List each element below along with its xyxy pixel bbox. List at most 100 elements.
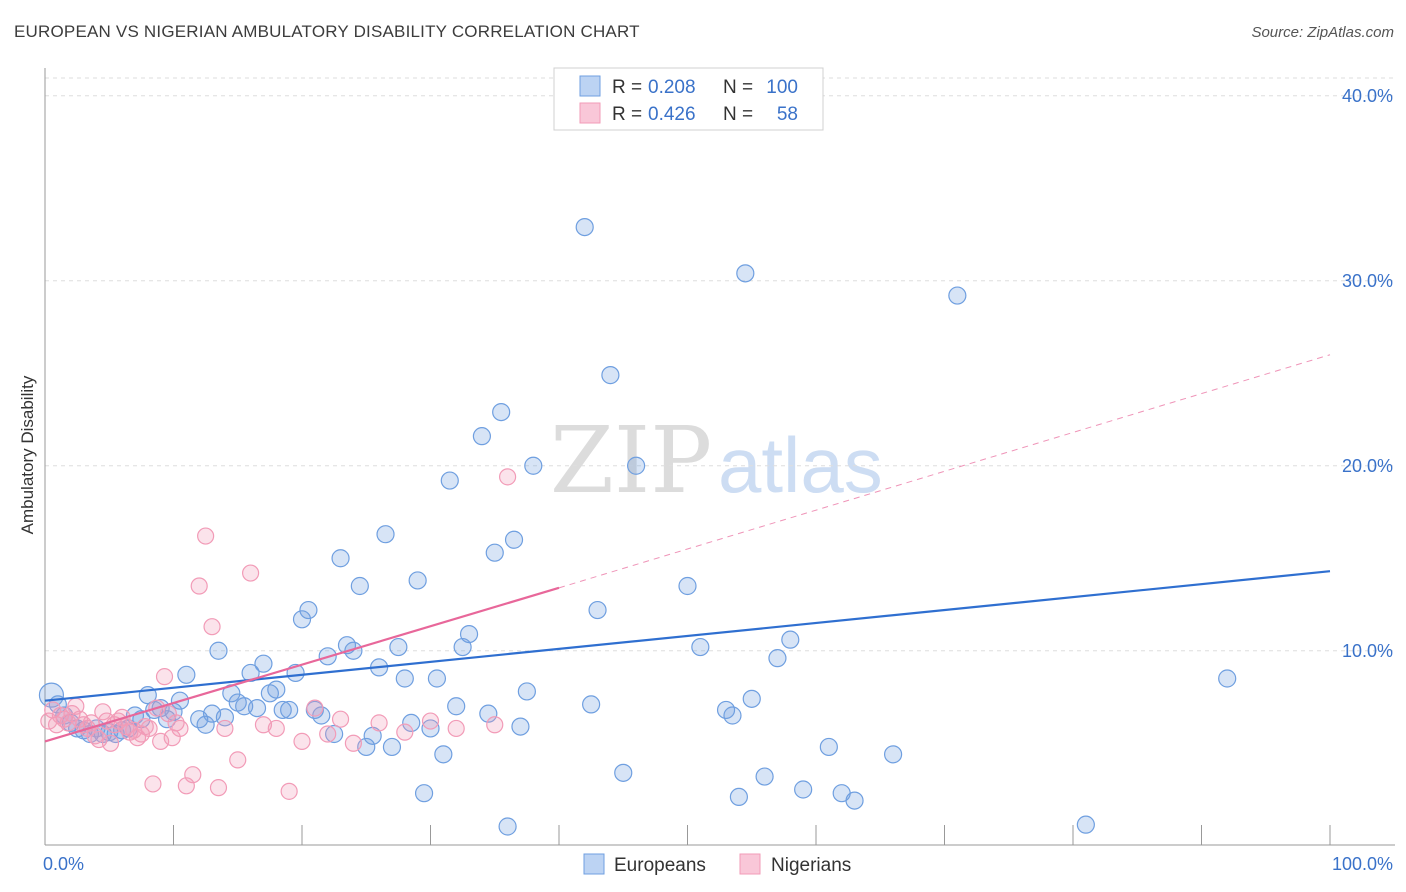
chart-title: EUROPEAN VS NIGERIAN AMBULATORY DISABILI… — [14, 22, 640, 41]
source-credit: Source: ZipAtlas.com — [1251, 24, 1394, 41]
point-europeans-55 — [402, 713, 421, 733]
y-tick-label-30: 30.0% — [1342, 271, 1393, 291]
point-europeans-72 — [517, 682, 536, 701]
x-tick-label-max: 100.0% — [1332, 854, 1393, 874]
point-nigerians-42 — [229, 751, 247, 769]
point-europeans-97 — [1218, 669, 1237, 688]
point-europeans-86 — [742, 689, 761, 708]
legend-swatch-europeans — [579, 75, 601, 97]
nigerians-points — [40, 468, 517, 800]
point-europeans-88 — [768, 649, 787, 668]
point-europeans-51 — [376, 525, 395, 544]
legend-stats: R = 0.208 N = 100 R = 0.426 N = 58 — [553, 67, 824, 131]
point-europeans-43 — [325, 724, 344, 744]
point-europeans-87 — [755, 767, 774, 786]
point-europeans-91 — [819, 737, 838, 757]
legend-r-value-nigerians: 0.426 — [648, 104, 696, 125]
point-nigerians-43 — [242, 564, 260, 582]
point-europeans-56 — [408, 571, 427, 590]
trend-lines — [44, 354, 1331, 743]
point-europeans-65 — [472, 427, 491, 446]
point-nigerians-47 — [293, 732, 311, 751]
y-tick-labels: 10.0% 20.0% 30.0% 40.0% — [1342, 86, 1393, 661]
axes — [44, 68, 1395, 846]
point-nigerians-49 — [319, 725, 337, 743]
point-europeans-83 — [723, 706, 742, 725]
point-europeans-90 — [794, 780, 813, 799]
europeans-points — [38, 218, 1237, 836]
point-nigerians-16 — [101, 734, 120, 752]
gridlines — [45, 77, 1395, 652]
point-europeans-52 — [382, 737, 402, 757]
legend-n-label-nigerians: N = — [723, 104, 753, 125]
point-nigerians-30 — [155, 668, 174, 686]
point-europeans-67 — [485, 543, 504, 562]
legend-n-value-europeans: 100 — [766, 77, 798, 98]
legend-n-label-europeans: N = — [723, 77, 753, 98]
point-nigerians-44 — [254, 716, 273, 734]
point-europeans-76 — [588, 600, 607, 620]
point-europeans-73 — [524, 456, 543, 475]
point-nigerians-57 — [499, 468, 517, 486]
point-europeans-70 — [504, 530, 524, 549]
point-nigerians-27 — [144, 775, 162, 793]
point-europeans-71 — [511, 717, 530, 736]
point-europeans-38 — [292, 610, 312, 629]
bottom-legend-swatch-nigerians — [739, 853, 761, 875]
point-europeans-78 — [614, 763, 633, 782]
watermark: ZIP atlas — [550, 407, 883, 514]
point-europeans-62 — [447, 697, 466, 716]
point-europeans-36 — [280, 700, 299, 720]
point-nigerians-51 — [344, 734, 362, 752]
point-europeans-31 — [247, 698, 267, 718]
point-nigerians-53 — [396, 723, 414, 741]
point-nigerians-26 — [140, 719, 158, 738]
point-europeans-25 — [209, 641, 228, 660]
point-europeans-34 — [267, 680, 286, 699]
point-nigerians-45 — [267, 719, 285, 738]
x-tick-label-min: 0.0% — [43, 854, 84, 874]
point-europeans-81 — [691, 637, 710, 657]
point-nigerians-14 — [94, 703, 112, 721]
y-tick-label-10: 10.0% — [1342, 641, 1393, 661]
point-europeans-75 — [582, 695, 601, 714]
point-europeans-74 — [575, 218, 594, 237]
point-europeans-94 — [883, 745, 903, 764]
legend-r-value-europeans: 0.208 — [648, 77, 696, 98]
point-nigerians-48 — [306, 699, 324, 717]
point-europeans-77 — [601, 366, 620, 385]
trend-line-europeans — [44, 570, 1331, 702]
legend-series: Europeans Nigerians — [583, 853, 851, 876]
point-nigerians-46 — [280, 782, 298, 800]
point-nigerians-36 — [184, 766, 202, 784]
x-ticks — [173, 825, 1331, 845]
point-nigerians-34 — [171, 719, 189, 738]
point-nigerians-50 — [331, 710, 350, 728]
point-europeans-57 — [414, 784, 434, 803]
point-europeans-47 — [350, 576, 369, 596]
point-europeans-64 — [459, 624, 479, 644]
point-europeans-61 — [440, 471, 459, 490]
legend-n-value-nigerians: 58 — [777, 104, 798, 125]
point-europeans-21 — [177, 665, 196, 684]
y-tick-label-20: 20.0% — [1342, 456, 1393, 476]
watermark-zip: ZIP — [550, 407, 712, 514]
point-europeans-48 — [357, 737, 376, 757]
point-nigerians-54 — [421, 712, 440, 730]
point-nigerians-41 — [216, 719, 234, 738]
point-europeans-16 — [145, 700, 164, 720]
point-europeans-80 — [678, 576, 697, 596]
point-europeans-95 — [948, 286, 967, 305]
point-nigerians-52 — [370, 714, 388, 732]
point-europeans-93 — [845, 791, 864, 810]
point-europeans-18 — [157, 710, 177, 729]
legend-r-label-europeans: R = — [612, 77, 642, 98]
point-europeans-96 — [1076, 815, 1095, 834]
point-europeans-68 — [492, 403, 511, 422]
point-europeans-79 — [626, 456, 646, 475]
point-nigerians-38 — [197, 527, 215, 545]
point-europeans-60 — [434, 745, 453, 764]
point-nigerians-56 — [486, 716, 504, 734]
trend-line-nigerians-extension — [558, 354, 1331, 589]
point-europeans-89 — [781, 630, 800, 649]
